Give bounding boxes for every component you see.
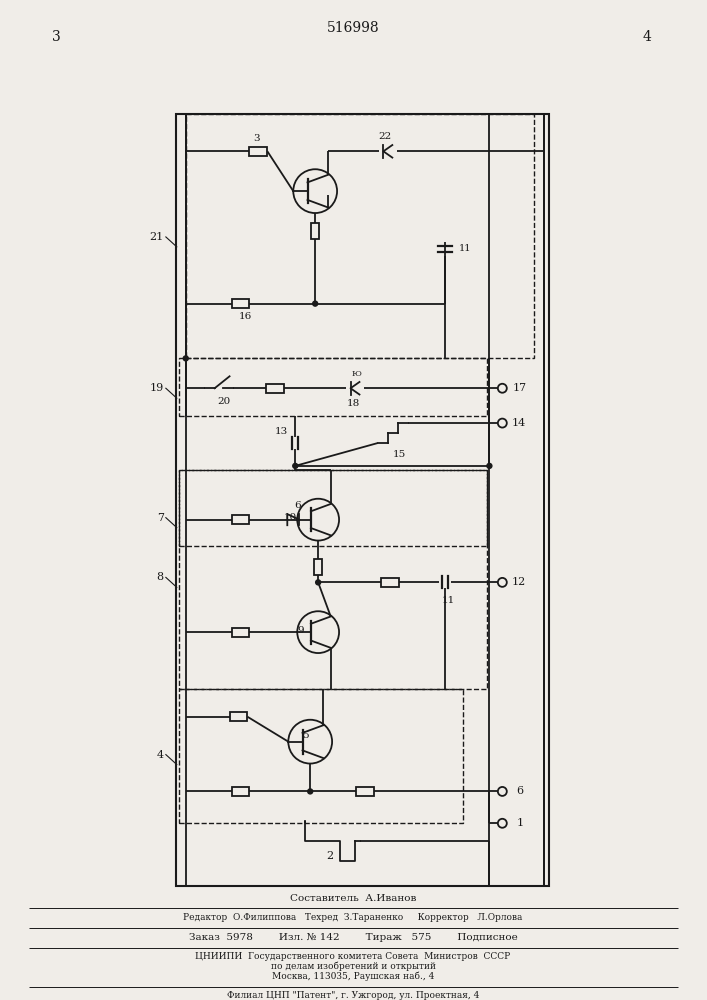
Text: 16: 16	[239, 312, 252, 321]
Bar	[179, 470, 487, 689]
Bar	[232, 787, 250, 796]
Text: 1: 1	[517, 818, 524, 828]
Circle shape	[487, 463, 492, 468]
Text: Филиал ЦНП "Патент", г. Ужгород, ул. Проектная, 4: Филиал ЦНП "Патент", г. Ужгород, ул. Про…	[227, 991, 479, 1000]
Bar	[381, 578, 399, 587]
Text: 11: 11	[459, 244, 471, 253]
Text: ЦНИИПИ  Государственного комитета Совета  Министров  СССР: ЦНИИПИ Государственного комитета Совета …	[195, 952, 510, 961]
Text: 6: 6	[517, 786, 524, 796]
Text: 8: 8	[157, 572, 164, 582]
Text: 21: 21	[150, 232, 164, 242]
Circle shape	[293, 169, 337, 213]
Text: Заказ  5978        Изл. № 142        Тираж   575        Подписное: Заказ 5978 Изл. № 142 Тираж 575 Подписно…	[189, 933, 518, 942]
Circle shape	[297, 611, 339, 653]
Bar	[232, 299, 250, 308]
Bar	[179, 689, 462, 823]
Text: Москва, 113035, Раушская наб., 4: Москва, 113035, Раушская наб., 4	[271, 972, 434, 981]
Bar	[179, 470, 487, 546]
Text: 5: 5	[302, 731, 308, 740]
Text: 9: 9	[297, 626, 303, 635]
Text: 10: 10	[284, 513, 297, 522]
Text: Составитель  А.Иванов: Составитель А.Иванов	[290, 894, 416, 903]
Circle shape	[498, 419, 507, 428]
Text: 19: 19	[150, 383, 164, 393]
Text: 3: 3	[52, 30, 61, 44]
Bar	[232, 628, 250, 637]
Text: Ю: Ю	[351, 370, 361, 378]
Bar	[186, 114, 534, 358]
Bar	[314, 559, 322, 575]
Circle shape	[183, 356, 188, 361]
Circle shape	[288, 720, 332, 764]
Bar	[176, 114, 549, 886]
Text: 13: 13	[275, 427, 288, 436]
Bar	[232, 515, 250, 524]
Text: 11: 11	[442, 596, 455, 605]
Circle shape	[498, 787, 507, 796]
Circle shape	[308, 789, 312, 794]
Bar	[250, 147, 267, 156]
Text: 18: 18	[346, 399, 360, 408]
Text: 14: 14	[512, 418, 527, 428]
Text: 6: 6	[294, 501, 300, 510]
Text: 4: 4	[642, 30, 651, 44]
Bar	[230, 712, 247, 721]
Circle shape	[498, 384, 507, 393]
Text: 15: 15	[393, 450, 407, 459]
Text: по делам изобретений и открытий: по делам изобретений и открытий	[271, 962, 436, 971]
Bar	[356, 787, 374, 796]
Text: 17: 17	[512, 383, 526, 393]
Circle shape	[498, 578, 507, 587]
Text: Редактор  О.Филиппова   Техред  З.Тараненко     Корректор   Л.Орлова: Редактор О.Филиппова Техред З.Тараненко …	[183, 913, 522, 922]
Text: 4: 4	[157, 750, 164, 760]
Bar	[311, 223, 319, 239]
Circle shape	[312, 301, 317, 306]
Bar	[179, 358, 487, 416]
Text: 20: 20	[217, 397, 230, 406]
Text: 2: 2	[327, 851, 334, 861]
Text: 7: 7	[157, 513, 164, 523]
Circle shape	[297, 499, 339, 541]
Text: 516998: 516998	[327, 21, 380, 35]
Text: 22: 22	[378, 132, 392, 141]
Circle shape	[293, 463, 298, 468]
Text: 3: 3	[253, 134, 259, 143]
Text: 12: 12	[512, 577, 527, 587]
Bar	[267, 384, 284, 393]
Circle shape	[315, 580, 321, 585]
Circle shape	[498, 819, 507, 828]
